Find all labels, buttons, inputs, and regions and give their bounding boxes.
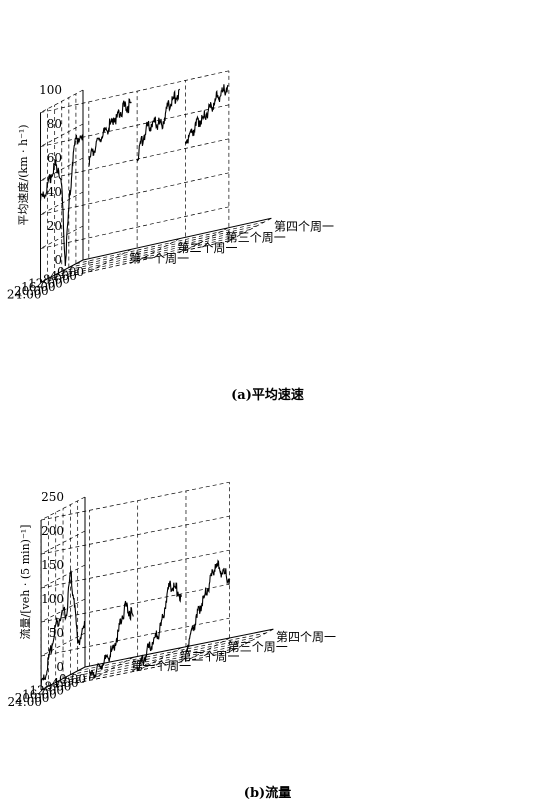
flow-week-tick: 第四个周一 <box>276 630 336 644</box>
flow-time-tick: 24:00 <box>7 695 42 709</box>
flow-time-tick: 8:00 <box>44 680 71 694</box>
speed-time-tick: 0:00 <box>57 265 84 279</box>
flow-gridline <box>41 515 230 555</box>
speed-chart-caption: (a)平均速速 <box>231 388 304 403</box>
speed-week-tick: 第一个周一 <box>129 252 189 266</box>
flow-value-tick: 100 <box>41 592 64 606</box>
flow-axes <box>40 497 274 691</box>
speed-gridline <box>228 217 272 242</box>
speed-gridline <box>40 191 84 215</box>
speed-chart: 0 20 40 60 80 100 0:004:008:0012:0016:0020:002… <box>7 70 334 302</box>
flow-gridline <box>41 583 230 623</box>
speed-time-tick: 20:00 <box>14 284 49 298</box>
flow-time-axis <box>40 666 86 691</box>
flow-time-tick: 12:00 <box>29 684 64 698</box>
flow-value-tick: 0 <box>56 660 64 674</box>
flow-series-line <box>88 600 134 680</box>
speed-series-group <box>39 84 229 267</box>
flow-series-group <box>40 559 231 687</box>
flow-value-tick: 250 <box>41 490 64 504</box>
speed-value-tick: 40 <box>47 185 62 199</box>
speed-series-line <box>184 84 229 144</box>
speed-gridline <box>88 248 132 273</box>
flow-gridline <box>185 637 231 662</box>
flow-chart-panel: 0 50 100 150 200 250 0:00 4:00 8:00 12:00 16:00 20:… <box>0 405 535 811</box>
speed-week-tick: 第四个周一 <box>274 220 334 234</box>
speed-week-tick: 第三个周一 <box>226 230 286 244</box>
flow-series-line <box>185 559 231 654</box>
flow-week-tick: 第一个周一 <box>131 659 191 673</box>
speed-value-tick: 80 <box>47 117 62 131</box>
flow-time-tick: 16:00 <box>22 687 57 701</box>
flow-value-tick: 50 <box>49 626 64 640</box>
speed-value-axis-title: 平均速度/(km · h⁻¹) <box>16 124 30 225</box>
flow-chart-caption: (b)流量 <box>243 786 292 801</box>
flow-time-tick: 4:00 <box>52 676 79 690</box>
flow-chart: 0 50 100 150 200 250 0:004:008:0012:0016:0020:… <box>7 481 336 709</box>
flow-week-tick: 第三个周一 <box>228 640 288 654</box>
speed-series-line <box>88 98 132 167</box>
flow-value-axis-title: 流量/[veh · (5 min)⁻¹] <box>18 525 32 640</box>
flow-week-tick: 第二个周一 <box>179 649 239 663</box>
speed-value-tick: 20 <box>47 219 62 233</box>
speed-gridline <box>40 225 84 249</box>
flow-series-line <box>137 580 183 671</box>
speed-gridline <box>185 227 229 251</box>
flow-gridline <box>41 481 230 521</box>
speed-time-tick: 24:00 <box>7 288 42 302</box>
speed-week-tick: 第二个周一 <box>177 241 237 255</box>
speed-value-tick: 0 <box>54 253 62 267</box>
speed-series-line <box>136 88 181 162</box>
speed-time-tick: 16:00 <box>21 280 56 294</box>
flow-value-tick: 150 <box>41 558 64 572</box>
speed-time-axis <box>40 259 84 284</box>
speed-time-tick: 8:00 <box>43 273 70 287</box>
speed-time-tick: 12:00 <box>28 276 63 290</box>
speed-chart-panel: 0 20 40 60 80 100 0:00 4:00 8:00 12:00 16:00 20:00 2… <box>0 0 535 405</box>
flow-gridline <box>89 656 134 681</box>
speed-value-tick: 100 <box>39 83 62 97</box>
speed-gridline <box>136 238 180 262</box>
flow-series-line <box>40 568 86 687</box>
speed-value-tick: 60 <box>47 151 62 165</box>
speed-series-line <box>39 134 84 267</box>
flow-gridline <box>229 628 274 653</box>
flow-time-tick: 0:00 <box>59 672 86 686</box>
flow-gridline <box>137 647 182 671</box>
speed-time-tick: 4:00 <box>50 269 77 283</box>
speed-week-axis <box>82 217 272 261</box>
flow-week-axis <box>84 628 274 668</box>
flow-value-tick: 200 <box>41 524 64 538</box>
flow-time-tick: 20:00 <box>15 691 50 705</box>
